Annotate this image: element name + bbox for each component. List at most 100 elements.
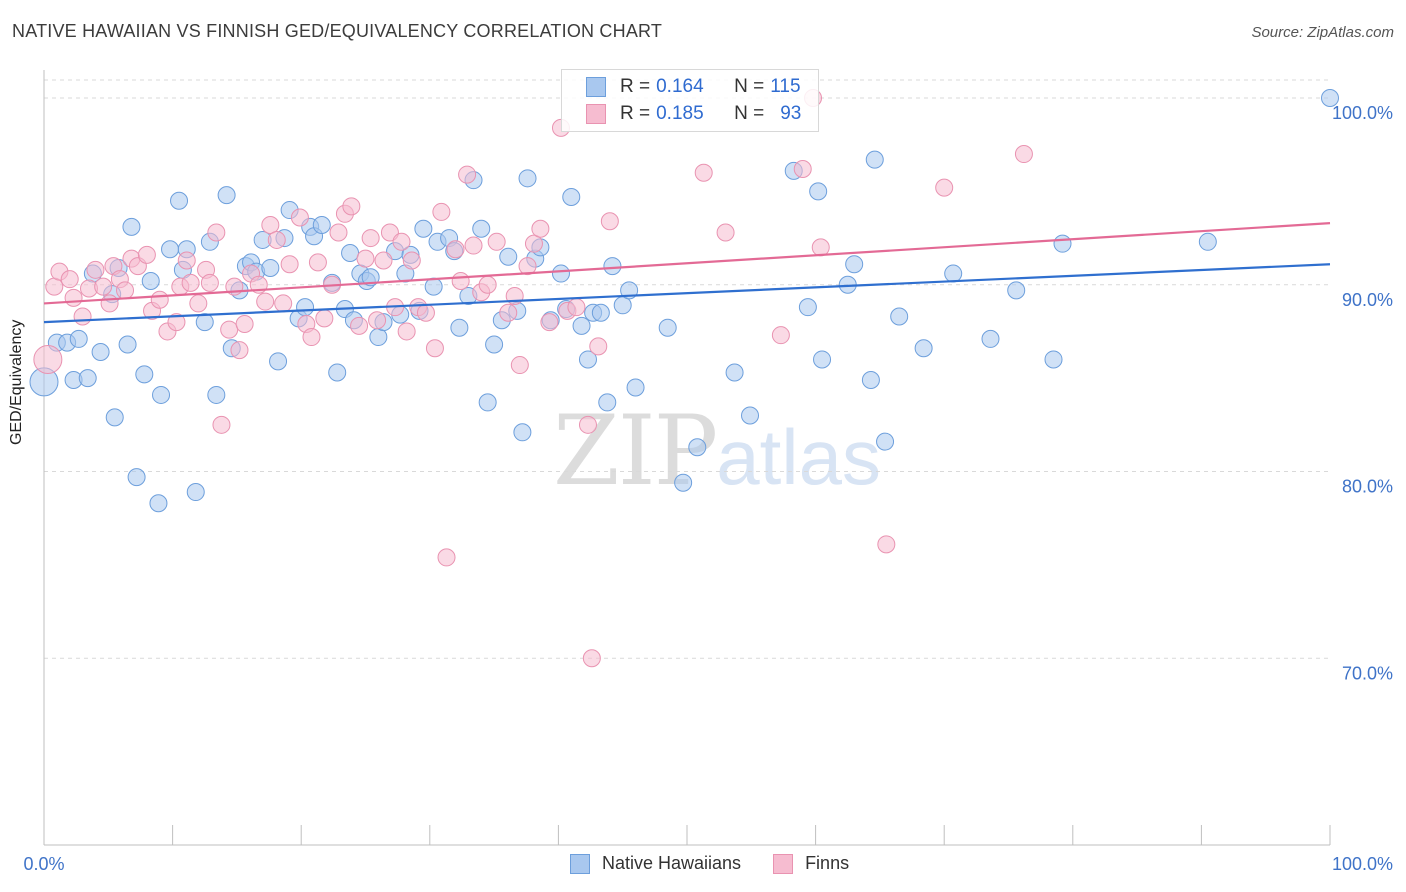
- finns-point: [578, 415, 597, 434]
- finns-point: [499, 303, 518, 322]
- native-hawaiian-point: [518, 169, 537, 188]
- finns-point: [374, 251, 393, 270]
- legend-item-native[interactable]: Native Hawaiians: [570, 853, 741, 874]
- finns-point: [350, 316, 369, 335]
- stats-legend: R = 0.164 N = 115 R = 0.185 N = 93: [561, 69, 819, 132]
- finns-point: [935, 178, 954, 197]
- native-hawaiian-point: [914, 339, 933, 358]
- native-hawaiian-point: [135, 365, 154, 384]
- finns-n-label: N =: [734, 103, 765, 124]
- finns-legend-swatch: [773, 853, 794, 874]
- source-label: Source: ZipAtlas.com: [1251, 24, 1394, 41]
- finns-point: [811, 238, 830, 257]
- legend-row-native: R = 0.164 N = 115: [586, 75, 801, 99]
- finns-point: [524, 234, 543, 253]
- native-hawaiian-point: [161, 240, 180, 259]
- native-hawaiian-point: [69, 329, 88, 348]
- finns-point: [487, 232, 506, 251]
- y-tick-label: 80.0%: [1342, 477, 1393, 497]
- finns-point: [694, 163, 713, 182]
- native-hawaiian-point: [341, 244, 360, 263]
- watermark-atlas: atlas: [716, 413, 881, 501]
- native-r-label: R =: [620, 76, 651, 97]
- x-tick-label: 100.0%: [1332, 854, 1393, 874]
- native-hawaiian-point: [414, 219, 433, 238]
- native-hawaiian-point: [813, 350, 832, 369]
- native-hawaiian-point: [1198, 232, 1217, 251]
- native-hawaiian-point: [1007, 281, 1026, 300]
- finns-point: [86, 260, 105, 279]
- native-hawaiian-point: [981, 329, 1000, 348]
- native-hawaiian-point: [141, 272, 160, 291]
- finns-point: [510, 356, 529, 375]
- finns-point: [220, 320, 239, 339]
- y-tick-label: 100.0%: [1332, 103, 1393, 123]
- finns-point: [342, 197, 361, 216]
- finns-point: [329, 223, 348, 242]
- finns-point: [207, 223, 226, 242]
- native-hawaiian-point: [865, 150, 884, 169]
- native-hawaiian-point: [195, 313, 214, 332]
- native-hawaiian-point: [890, 307, 909, 326]
- finns-point: [274, 294, 293, 313]
- finns-point: [235, 314, 254, 333]
- finns-point: [290, 208, 309, 227]
- finns-trendline: [43, 222, 1331, 305]
- native-hawaiian-point: [328, 363, 347, 382]
- finns-point: [518, 257, 537, 276]
- native-hawaiian-point: [207, 385, 226, 404]
- finns-point: [177, 251, 196, 270]
- native-hawaiian-point: [472, 219, 491, 238]
- native-hawaiian-point: [186, 483, 205, 502]
- finns-point: [771, 326, 790, 345]
- finns-point: [458, 165, 477, 184]
- finns-point: [397, 322, 416, 341]
- x-tick-label: 0.0%: [23, 854, 64, 874]
- finns-point: [116, 281, 135, 300]
- native-hawaiian-point: [551, 264, 570, 283]
- native-hawaiian-point: [424, 277, 443, 296]
- native-hawaiian-point: [1044, 350, 1063, 369]
- native-hawaiian-point: [127, 468, 146, 487]
- finns-point: [478, 275, 497, 294]
- native-hawaiian-point: [572, 316, 591, 335]
- finns-point: [589, 337, 608, 356]
- finns-point: [582, 649, 601, 668]
- finns-point: [451, 272, 470, 291]
- legend-item-finns[interactable]: Finns: [773, 853, 849, 874]
- native-hawaiian-point: [861, 371, 880, 389]
- native-hawaiian-point: [170, 191, 189, 210]
- native-hawaiian-point: [944, 264, 963, 283]
- finns-point: [60, 270, 79, 289]
- finns-point: [567, 298, 586, 317]
- finns-point: [33, 344, 63, 374]
- finns-point: [200, 273, 219, 292]
- finns-point: [361, 229, 380, 248]
- native-hawaiian-point: [78, 369, 97, 388]
- native-hawaiian-point: [798, 298, 817, 317]
- finns-point: [137, 245, 156, 264]
- finns-point: [531, 219, 550, 238]
- finns-point: [100, 294, 119, 313]
- native-hawaiian-point: [369, 328, 388, 347]
- native-r-value: 0.164: [656, 76, 704, 97]
- finns-point: [308, 253, 327, 272]
- native-hawaiian-point: [217, 186, 236, 205]
- native-hawaiian-point: [578, 350, 597, 369]
- y-axis-label: GED/Equivalency: [8, 319, 25, 445]
- native-hawaiian-point: [741, 406, 760, 425]
- native-hawaiian-point: [876, 432, 895, 451]
- native-hawaiian-point: [674, 473, 693, 492]
- native-hawaiian-point: [598, 393, 617, 412]
- native-n-value: 115: [770, 76, 801, 97]
- native-hawaiian-point: [105, 408, 124, 427]
- finns-point: [446, 240, 465, 259]
- native-hawaiian-point: [513, 423, 532, 442]
- finns-point: [189, 294, 208, 313]
- native-hawaiian-point: [118, 335, 137, 354]
- y-tick-label: 90.0%: [1342, 290, 1393, 310]
- finns-point: [230, 341, 249, 360]
- native-hawaiian-point: [809, 182, 828, 201]
- finns-point: [267, 230, 286, 249]
- finns-point: [425, 339, 444, 358]
